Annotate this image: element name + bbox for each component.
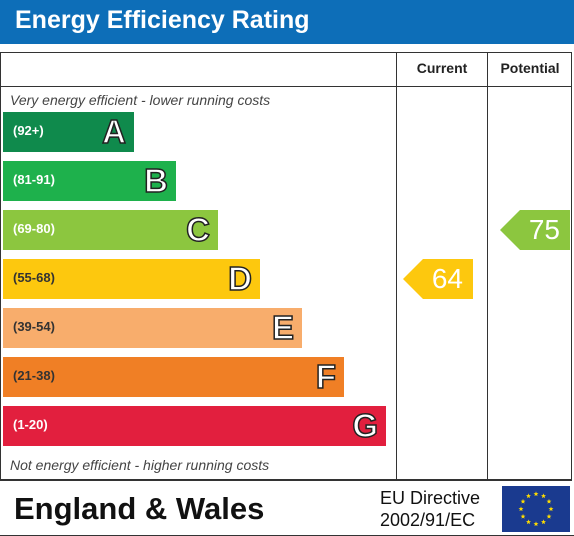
eu-star-icon: [533, 521, 539, 527]
eu-star-icon: [526, 519, 531, 525]
eu-directive-line2: 2002/91/EC: [380, 510, 476, 530]
eu-flag-icon: [502, 486, 570, 532]
band-a-range: (92+): [13, 123, 44, 138]
eu-directive-line1: EU Directive: [380, 488, 481, 508]
eu-star-icon: [548, 506, 554, 512]
column-header-current: Current: [416, 60, 468, 76]
band-e-letter: E: [271, 308, 295, 347]
note-inefficient: Not energy efficient - higher running co…: [10, 457, 270, 473]
band-b-letter: B: [143, 161, 168, 200]
eu-star-icon: [546, 513, 552, 519]
band-b-range: (81-91): [13, 172, 55, 187]
band-f-letter: F: [315, 357, 337, 396]
rating-table: [0, 52, 572, 480]
band-e-range: (39-54): [13, 319, 55, 334]
header-divider: [0, 86, 572, 87]
band-b: (81-91) B: [3, 161, 176, 201]
band-a-letter: A: [101, 112, 126, 151]
band-d-letter: D: [227, 259, 252, 298]
eu-star-icon: [541, 493, 546, 499]
eu-star-icon: [546, 498, 552, 504]
eu-star-icon: [526, 493, 531, 499]
chart-title: Energy Efficiency Rating: [15, 6, 310, 34]
band-g-range: (1-20): [13, 417, 48, 432]
band-a: (92+) A: [3, 112, 134, 152]
band-f-range: (21-38): [13, 368, 55, 383]
divider-current: [396, 52, 397, 480]
band-c-letter: C: [185, 210, 210, 249]
eu-star-icon: [518, 506, 524, 512]
header-bar: Energy Efficiency Rating: [0, 0, 574, 44]
eu-star-icon: [541, 519, 546, 525]
band-d-range: (55-68): [13, 270, 55, 285]
column-header-potential: Potential: [500, 60, 560, 76]
eu-directive: EU Directive 2002/91/EC: [380, 487, 480, 531]
current-rating-value: 64: [431, 263, 463, 294]
band-g-letter: G: [352, 406, 379, 445]
band-c: (69-80) C: [3, 210, 218, 250]
note-efficient: Very energy efficient - lower running co…: [10, 92, 271, 108]
band-f: (21-38) F: [3, 357, 344, 397]
band-e: (39-54) E: [3, 308, 302, 348]
band-c-range: (69-80): [13, 221, 55, 236]
eu-star-icon: [520, 513, 526, 519]
potential-rating-value: 75: [528, 214, 560, 245]
band-g: (1-20) G: [3, 406, 386, 446]
region-label: England & Wales: [14, 491, 265, 526]
band-d: (55-68) D: [3, 259, 260, 299]
footer-divider: [0, 480, 572, 481]
eu-star-icon: [533, 491, 539, 497]
eu-star-icon: [520, 498, 526, 504]
divider-potential: [487, 52, 488, 480]
